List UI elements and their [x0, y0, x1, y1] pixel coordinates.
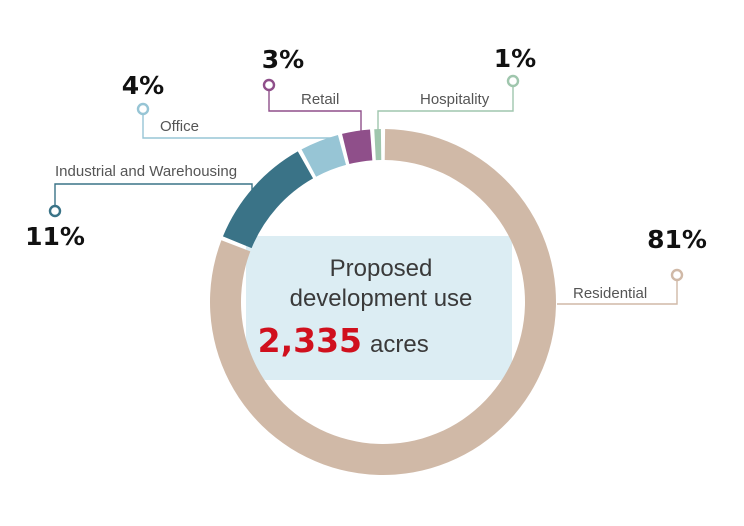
leader-lines	[54, 87, 678, 305]
center-total: 2,335	[258, 321, 362, 360]
segment-hospitality	[374, 129, 382, 161]
category-label-retail: Retail	[301, 91, 339, 108]
category-label-residential: Residential	[573, 285, 647, 302]
value-label-retail: 3%	[262, 45, 304, 74]
marker-retail	[262, 78, 276, 92]
category-label-office: Office	[160, 118, 199, 135]
center-line-2: development use	[290, 285, 473, 312]
leader-line-industrial-and-warehousing	[54, 183, 253, 205]
value-label-residential: 81%	[647, 225, 707, 254]
leader-line-office	[142, 115, 331, 146]
marker-industrial-and-warehousing	[48, 204, 62, 218]
segment-industrial-and-warehousing	[222, 151, 314, 249]
center-box	[246, 236, 512, 380]
category-label-hospitality: Hospitality	[420, 91, 490, 108]
center-line-1: Proposed	[330, 255, 433, 282]
value-label-office: 4%	[122, 71, 164, 100]
marker-office	[136, 102, 150, 116]
leader-line-retail	[268, 91, 362, 133]
marker-hospitality	[506, 74, 520, 88]
category-label-industrial-and-warehousing: Industrial and Warehousing	[55, 163, 237, 180]
leader-line-residential	[557, 281, 678, 305]
center-unit: acres	[370, 331, 429, 358]
value-label-hospitality: 1%	[494, 44, 536, 73]
segment-office	[301, 134, 347, 177]
value-label-industrial-and-warehousing: 11%	[25, 222, 85, 251]
marker-residential	[670, 268, 684, 282]
segment-retail	[342, 129, 373, 165]
leader-line-hospitality	[377, 87, 514, 133]
segments	[210, 129, 556, 475]
